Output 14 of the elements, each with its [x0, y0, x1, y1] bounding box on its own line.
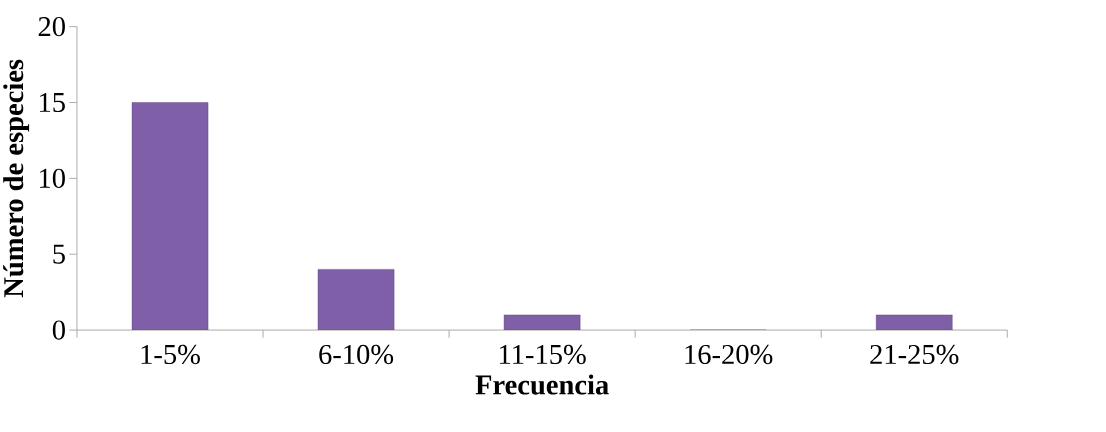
x-tick-label: 21-25% — [870, 344, 959, 365]
bar — [317, 269, 395, 331]
x-tick-label: 11-15% — [499, 344, 586, 365]
bar — [131, 102, 209, 331]
y-axis-title: Número de especies — [3, 59, 30, 298]
y-tick-label: 0 — [52, 320, 65, 340]
x-tick-label: 16-20% — [685, 344, 773, 365]
y-tick-label: 20 — [38, 17, 65, 37]
x-axis-title: Frecuencia — [475, 374, 609, 395]
y-tick-label: 5 — [53, 244, 65, 264]
y-tick-label: 10 — [40, 168, 65, 189]
x-tick-label: 6-10% — [319, 344, 394, 365]
x-tick-label: 1-5% — [141, 344, 200, 365]
y-tick-label: 15 — [40, 93, 65, 113]
